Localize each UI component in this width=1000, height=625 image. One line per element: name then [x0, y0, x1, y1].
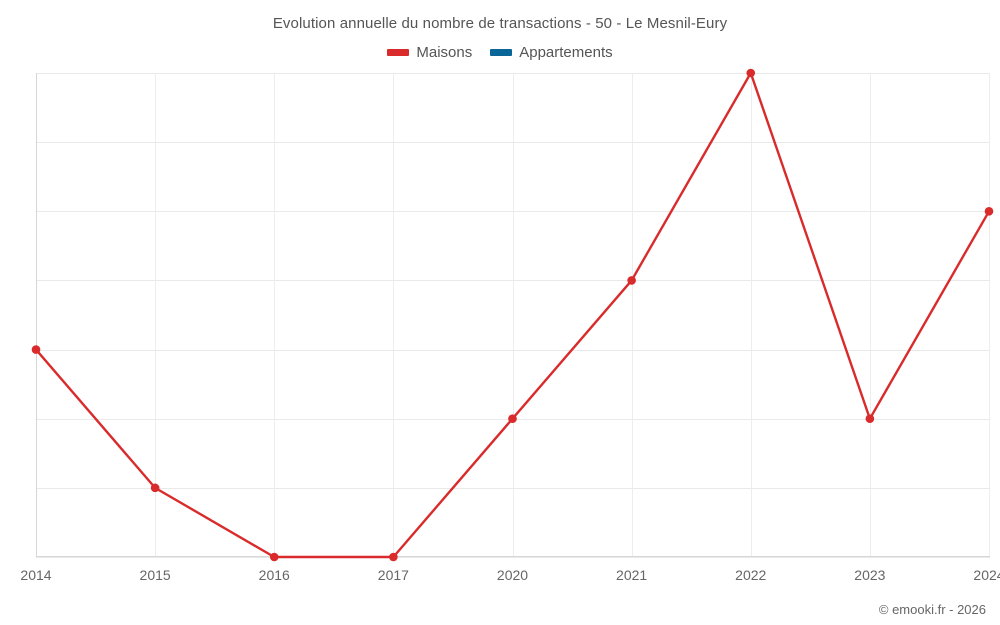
data-point-marker[interactable]: [508, 414, 517, 424]
x-axis-tick-label: 2021: [616, 567, 648, 583]
series-line-maisons: [34, 71, 991, 559]
plot-area: 1234567820142015201620172020202120222023…: [20, 68, 1000, 583]
series-layer: [31, 68, 994, 562]
x-axis-tick-label: 2022: [735, 567, 767, 583]
x-axis-tick-label: 2020: [496, 567, 529, 583]
x-axis-tick-label: 2014: [20, 567, 52, 583]
gridline-vertical: [393, 73, 395, 557]
gridline-vertical: [750, 73, 752, 557]
data-point-marker[interactable]: [389, 552, 398, 562]
gridline-vertical: [155, 73, 157, 557]
chart-legend: Maisons Appartements: [0, 44, 1000, 61]
x-axis-line: [36, 556, 990, 557]
x-axis-tick-label: 2016: [258, 567, 290, 583]
gridline-vertical: [989, 73, 990, 557]
data-point-marker[interactable]: [984, 206, 994, 216]
legend-swatch-appartements: [490, 49, 513, 56]
gridline-vertical: [631, 73, 633, 557]
y-axis-line: [36, 73, 37, 557]
legend-label-appartements: Appartements: [519, 44, 613, 61]
data-point-marker[interactable]: [627, 276, 636, 285]
gridline-vertical: [869, 73, 871, 557]
gridline-horizontal: [36, 557, 990, 558]
gridline-vertical: [512, 73, 514, 557]
legend-item-appartements[interactable]: Appartements: [490, 44, 613, 61]
data-point-marker[interactable]: [865, 414, 875, 424]
legend-swatch-maisons: [387, 49, 410, 56]
legend-label-maisons: Maisons: [416, 44, 473, 61]
x-axis-tick-label: 2017: [377, 567, 409, 583]
x-axis-tick-label: 2024: [973, 567, 1000, 583]
data-point-marker[interactable]: [746, 68, 756, 78]
gridline-vertical: [274, 73, 276, 557]
chart-title: Evolution annuelle du nombre de transact…: [272, 15, 728, 32]
data-point-marker[interactable]: [150, 483, 160, 493]
legend-item-maisons[interactable]: Maisons: [387, 44, 472, 61]
x-axis-tick-label: 2023: [854, 567, 886, 583]
data-point-marker[interactable]: [269, 552, 279, 562]
x-axis-tick-label: 2015: [139, 567, 171, 583]
chart-footer-credit: © emooki.fr - 2026: [878, 602, 986, 617]
data-point-marker[interactable]: [31, 345, 41, 354]
